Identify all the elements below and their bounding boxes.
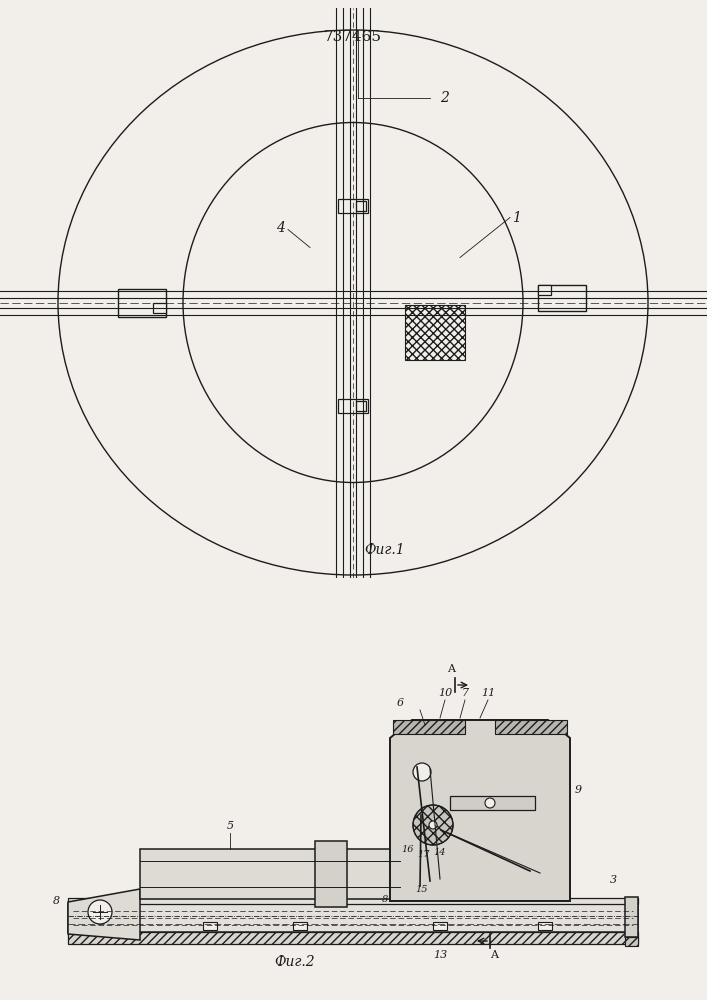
Text: 16: 16 bbox=[402, 845, 414, 854]
Text: 11: 11 bbox=[481, 688, 495, 698]
Bar bbox=[433, 922, 447, 930]
Text: 737465: 737465 bbox=[324, 30, 382, 44]
Bar bbox=[153, 302, 166, 312]
Text: A: A bbox=[490, 950, 498, 960]
Bar bbox=[356, 200, 366, 211]
Text: 7: 7 bbox=[462, 688, 469, 698]
Text: Фиг.2: Фиг.2 bbox=[275, 955, 315, 969]
Bar bbox=[68, 898, 638, 904]
Bar bbox=[393, 720, 465, 734]
Polygon shape bbox=[68, 889, 140, 940]
Circle shape bbox=[485, 798, 495, 808]
Text: 5: 5 bbox=[226, 821, 233, 831]
Text: 1: 1 bbox=[512, 211, 521, 225]
Bar bbox=[356, 400, 366, 410]
Text: 9: 9 bbox=[575, 785, 582, 795]
Text: 14: 14 bbox=[434, 848, 446, 857]
Bar bbox=[293, 922, 307, 930]
Bar bbox=[315, 841, 347, 907]
Text: 8: 8 bbox=[53, 896, 60, 906]
Text: 4: 4 bbox=[276, 221, 285, 234]
Text: 8: 8 bbox=[382, 895, 388, 904]
Bar bbox=[538, 284, 551, 294]
Circle shape bbox=[429, 821, 437, 829]
Circle shape bbox=[88, 900, 112, 924]
Text: 15: 15 bbox=[416, 885, 428, 894]
Text: 6: 6 bbox=[397, 698, 404, 708]
Bar bbox=[140, 849, 400, 899]
Polygon shape bbox=[390, 720, 570, 901]
Bar bbox=[450, 796, 535, 810]
Text: 13: 13 bbox=[433, 950, 447, 960]
Text: 10: 10 bbox=[438, 688, 452, 698]
Bar bbox=[495, 720, 567, 734]
Circle shape bbox=[413, 805, 453, 845]
Text: 17: 17 bbox=[418, 850, 431, 859]
Circle shape bbox=[413, 763, 431, 781]
Bar bbox=[68, 904, 638, 932]
Bar bbox=[538, 284, 586, 310]
Bar bbox=[338, 198, 368, 213]
Bar bbox=[538, 922, 552, 930]
Bar bbox=[118, 288, 166, 316]
Bar bbox=[68, 932, 638, 944]
Bar bbox=[625, 937, 638, 946]
Text: Фиг.1: Фиг.1 bbox=[365, 543, 405, 557]
Text: 3: 3 bbox=[610, 875, 617, 885]
Bar bbox=[203, 922, 217, 930]
Bar bbox=[625, 897, 638, 937]
Text: A: A bbox=[447, 664, 455, 674]
Bar bbox=[338, 398, 368, 412]
Bar bbox=[405, 304, 465, 360]
Text: 2: 2 bbox=[440, 91, 449, 105]
